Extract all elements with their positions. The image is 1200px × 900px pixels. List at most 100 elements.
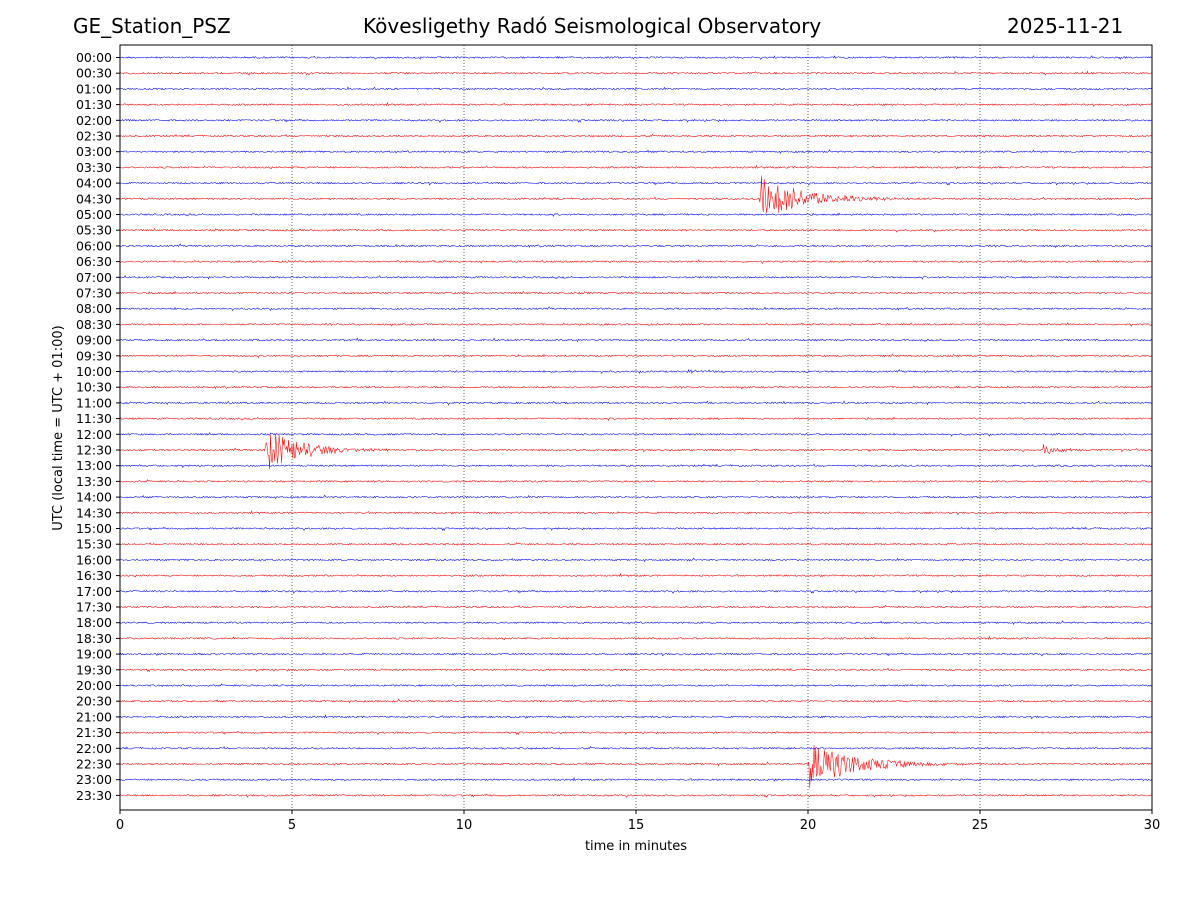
trace-1400: [119, 494, 1153, 500]
y-tick-label: 10:30: [76, 380, 112, 395]
y-tick-label: 01:00: [76, 81, 112, 96]
y-tick-label: 12:30: [76, 443, 112, 458]
y-tick-label: 10:00: [76, 364, 112, 379]
y-tick-label: 19:30: [76, 662, 112, 677]
trace-1200: [119, 432, 1153, 437]
y-tick-label: 02:00: [76, 113, 112, 128]
trace-1030: [119, 385, 1153, 390]
y-tick-label: 19:00: [76, 647, 112, 662]
y-tick-label: 20:30: [76, 694, 112, 709]
y-tick-label: 08:00: [76, 301, 112, 316]
trace-0430: [119, 175, 1153, 214]
trace-0500: [119, 212, 1153, 217]
y-tick-label: 09:30: [76, 348, 112, 363]
trace-0930: [119, 353, 1153, 359]
trace-2300: [119, 777, 1153, 782]
trace-1900: [119, 652, 1153, 657]
y-tick-label: 20:00: [76, 678, 112, 693]
y-tick-label: 22:30: [76, 757, 112, 772]
y-tick-label: 07:30: [76, 286, 112, 301]
y-tick-label: 14:30: [76, 505, 112, 520]
y-tick-label: 18:00: [76, 615, 112, 630]
x-tick-label: 0: [116, 818, 124, 833]
trace-1230: [119, 433, 1153, 470]
y-tick-label: 07:00: [76, 270, 112, 285]
trace-0030: [119, 70, 1153, 76]
trace-1530: [119, 541, 1153, 546]
y-tick-label: 23:00: [76, 772, 112, 787]
y-tick-label: 22:00: [76, 741, 112, 756]
grid-lines: [291, 45, 981, 810]
y-tick-label: 01:30: [76, 97, 112, 112]
x-tick-label: 15: [628, 818, 645, 833]
trace-0600: [119, 243, 1153, 249]
y-axis-label: UTC (local time = UTC + 01:00): [51, 325, 66, 530]
trace-0700: [119, 274, 1153, 280]
y-tick-label: 04:30: [76, 191, 112, 206]
y-tick-label: 17:00: [76, 584, 112, 599]
trace-0130: [119, 101, 1153, 107]
y-tick-label: 16:00: [76, 552, 112, 567]
trace-1000: [119, 368, 1153, 374]
trace-2200: [119, 746, 1153, 751]
trace-1930: [119, 667, 1153, 673]
y-tick-label: 21:00: [76, 709, 112, 724]
y-tick-label: 02:30: [76, 129, 112, 144]
trace-1800: [119, 620, 1153, 626]
trace-0000: [119, 55, 1153, 61]
y-tick-label: 08:30: [76, 317, 112, 332]
x-tick-label: 5: [288, 818, 296, 833]
y-tick-label: 15:00: [76, 521, 112, 536]
trace-group: [119, 55, 1153, 798]
trace-1100: [119, 400, 1153, 406]
trace-0400: [119, 181, 1153, 186]
trace-0900: [119, 337, 1153, 343]
trace-1330: [119, 479, 1153, 484]
trace-1730: [119, 604, 1153, 609]
x-tick-label: 30: [1144, 818, 1161, 833]
y-tick-label: 04:00: [76, 176, 112, 191]
y-tick-label: 23:30: [76, 788, 112, 803]
trace-2000: [119, 683, 1153, 688]
trace-0730: [119, 290, 1153, 295]
trace-0630: [119, 259, 1153, 265]
y-tick-label: 03:30: [76, 160, 112, 175]
y-tick-label: 06:00: [76, 238, 112, 253]
trace-1830: [119, 635, 1153, 641]
trace-1630: [119, 572, 1153, 578]
trace-1600: [119, 557, 1153, 563]
date-label: 2025-11-21: [1007, 14, 1124, 38]
trace-0230: [119, 133, 1153, 138]
y-axis: 00:0000:3001:0001:3002:0002:3003:0003:30…: [76, 50, 120, 803]
trace-1500: [119, 526, 1153, 531]
trace-0100: [119, 86, 1153, 91]
x-tick-label: 10: [456, 818, 473, 833]
y-tick-label: 06:30: [76, 254, 112, 269]
trace-2330: [119, 793, 1153, 798]
trace-2100: [119, 714, 1153, 720]
y-tick-label: 14:00: [76, 490, 112, 505]
y-tick-label: 03:00: [76, 144, 112, 159]
trace-0200: [119, 118, 1153, 123]
y-tick-label: 18:30: [76, 631, 112, 646]
y-tick-label: 05:30: [76, 223, 112, 238]
y-tick-label: 17:30: [76, 600, 112, 615]
x-axis: 0 5 10 15 20 25 30: [116, 810, 1160, 833]
y-tick-label: 15:30: [76, 537, 112, 552]
trace-0330: [119, 164, 1153, 170]
y-tick-label: 13:30: [76, 474, 112, 489]
x-tick-label: 25: [972, 818, 989, 833]
trace-0800: [119, 306, 1153, 312]
y-tick-label: 11:00: [76, 395, 112, 410]
trace-0300: [119, 149, 1153, 155]
y-tick-label: 00:00: [76, 50, 112, 65]
y-tick-label: 12:00: [76, 427, 112, 442]
x-axis-label: time in minutes: [585, 839, 687, 854]
station-label: GE_Station_PSZ: [73, 14, 231, 38]
trace-1700: [119, 589, 1153, 594]
trace-0830: [119, 322, 1153, 327]
x-tick-label: 20: [800, 818, 817, 833]
y-tick-label: 00:30: [76, 66, 112, 81]
trace-0530: [119, 227, 1153, 233]
